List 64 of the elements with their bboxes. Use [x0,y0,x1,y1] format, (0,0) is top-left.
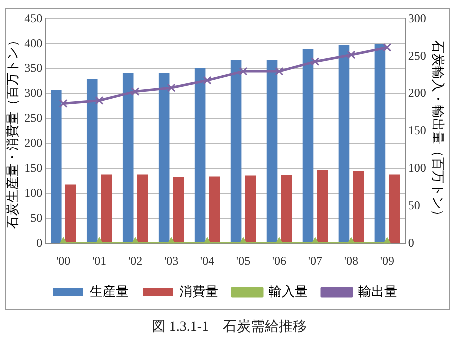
x-tick-label: '00 [56,254,71,268]
x-tick-label: '08 [344,254,359,268]
y2-tick-label: 250 [408,48,426,63]
x-tick-label: '03 [164,254,179,268]
x-tick-label: '02 [128,254,143,268]
y2-tick-label: 50 [408,198,420,212]
x-tick-label: '01 [92,254,107,268]
point [275,67,284,76]
point [239,67,248,76]
y2-tick-label: 150 [408,124,426,138]
y-tick-label: 300 [24,86,43,100]
bar [86,79,98,244]
x-tick-label: '04 [200,254,215,268]
legend-label: 輸入量 [269,284,308,299]
y2-axis-title: 石炭輸入・輸出量（百万トン） [430,40,446,222]
legend-label: 消費量 [180,284,218,299]
x-tick-label: '05 [236,254,251,268]
y-tick-label: 0 [36,236,43,250]
bar [302,49,314,244]
text: 図 1.3.1-1 石炭需給推移 [150,318,308,336]
bar [173,177,184,244]
bar [245,176,256,244]
bar [50,90,62,244]
bar [389,174,400,244]
bar [122,73,134,244]
y-tick-label: 400 [24,36,43,50]
point [95,96,104,106]
y2-tick-label: 200 [408,86,426,100]
bar [101,174,112,244]
bar [209,176,220,244]
y-axis-title: 石炭生産量・消費量（百万トン） [5,34,20,229]
y-tick-label: 350 [24,61,43,76]
y-tick-label: 50 [30,210,43,225]
point [167,84,176,92]
x-tick-label: '09 [380,254,394,268]
point [347,50,356,60]
bar [353,171,364,244]
bar [338,45,350,244]
bar [137,174,148,244]
y-tick-label: 450 [24,11,43,26]
y-tick-label: 250 [24,111,43,126]
legend-label: 輸出量 [358,284,398,299]
point [383,43,392,52]
bar [281,175,292,244]
x-tick-label: '06 [272,254,287,268]
y-tick-label: 150 [24,160,43,175]
x-tick-label: '07 [308,254,323,268]
y2-tick-label: 0 [408,236,414,250]
bar [194,68,206,244]
point [59,99,68,108]
bar [374,44,386,244]
bar [266,60,278,244]
legend-label: 生産量 [90,284,129,299]
y-tick-label: 200 [24,136,43,150]
bar [65,184,76,244]
bar [317,170,328,244]
bar [158,73,170,244]
y2-tick-label: 100 [408,160,426,175]
bar [230,60,242,244]
y-tick-label: 100 [24,186,43,200]
point [203,76,212,85]
point [311,58,320,66]
y2-tick-label: 300 [408,11,426,26]
point [131,87,140,96]
